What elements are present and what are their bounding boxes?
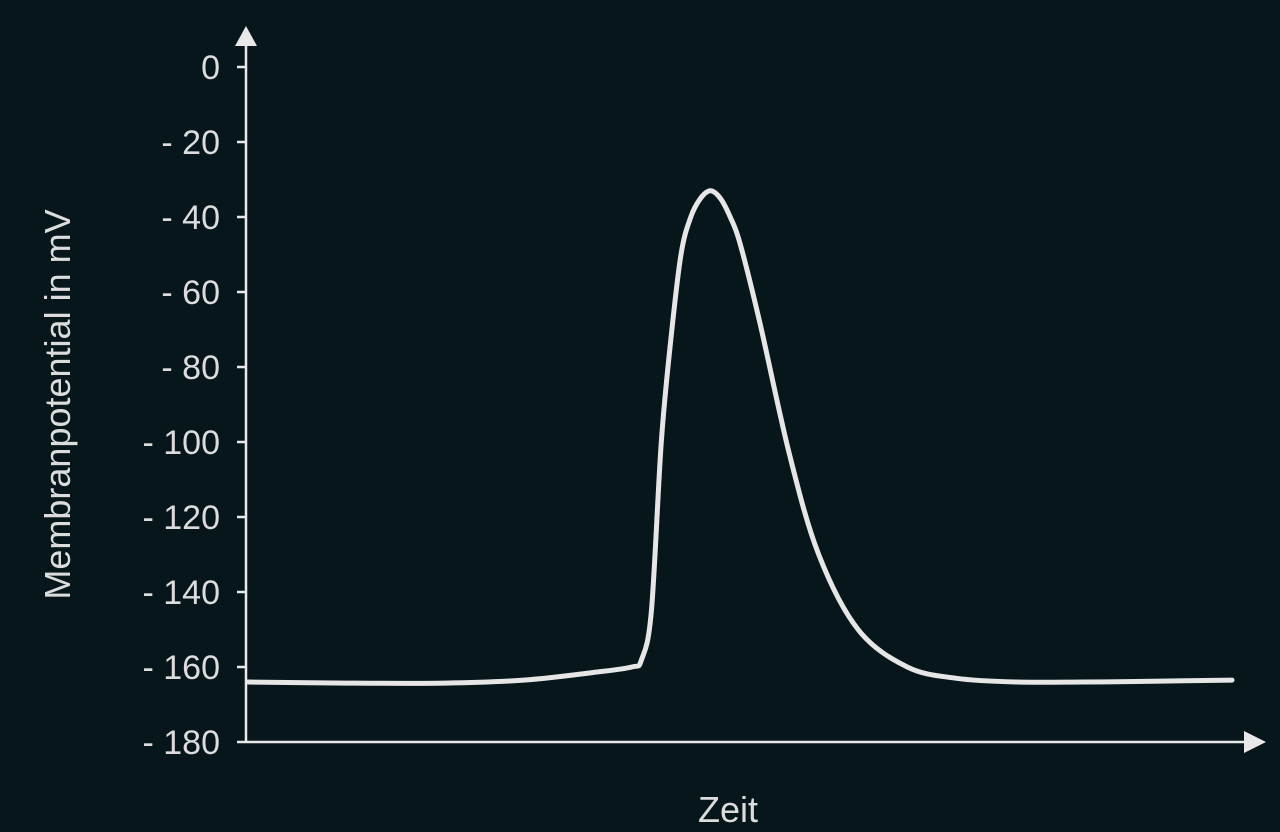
y-tick-label: - 20 — [161, 124, 220, 162]
y-tick-label: - 80 — [161, 349, 220, 387]
y-tick-label: - 160 — [143, 649, 221, 687]
y-tick-label: - 100 — [143, 424, 221, 462]
x-axis-title: Zeit — [698, 789, 758, 830]
y-axis-ticks: 0 - 20 - 40 - 60 - 80 - 100 - 120 - 140 - 160 - 1… — [143, 49, 246, 762]
membrane-potential-line — [245, 188, 1235, 686]
y-tick-label: - 120 — [143, 499, 221, 537]
y-tick-label: - 180 — [143, 724, 221, 762]
x-axis-arrow-icon — [1244, 731, 1266, 753]
y-axis-title: Membranpotential in mV — [37, 209, 78, 599]
y-tick-label: - 140 — [143, 574, 221, 612]
y-tick-label: - 40 — [161, 199, 220, 237]
y-tick-label: 0 — [201, 49, 220, 87]
y-tick-label: - 60 — [161, 274, 220, 312]
y-axis-arrow-icon — [235, 26, 257, 46]
plot-area — [245, 188, 1235, 686]
